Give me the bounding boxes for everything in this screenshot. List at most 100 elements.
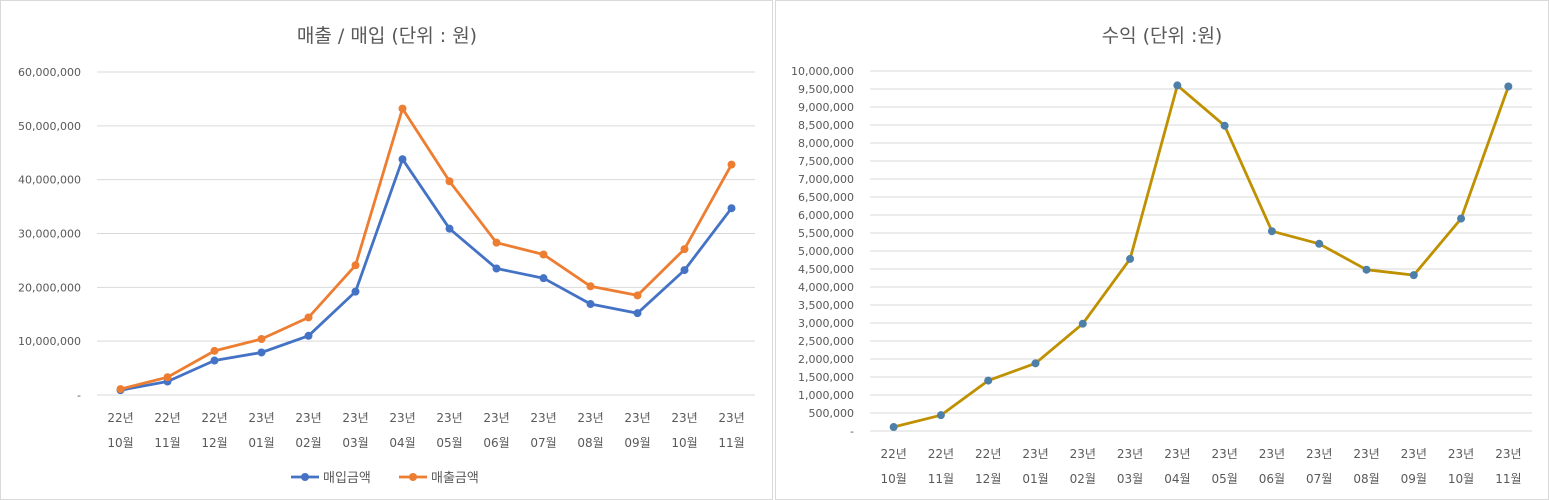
right-y-tick-label: 3,500,000: [798, 299, 854, 312]
left-x-tick-label: 23년: [483, 411, 509, 425]
right-x-tick-label: 05월: [1211, 472, 1237, 486]
left-series-2-point: [539, 250, 548, 259]
left-x-tick-label: 03월: [342, 436, 368, 450]
left-x-tick-label: 04월: [389, 436, 415, 450]
right-y-tick-label: 6,000,000: [798, 209, 854, 222]
left-series-2-point: [210, 346, 219, 355]
right-x-tick-label: 06월: [1259, 472, 1285, 486]
left-x-tick-label: 11월: [718, 436, 744, 450]
right-y-tick-label: 7,000,000: [798, 173, 854, 186]
left-x-tick-label: 10월: [107, 436, 133, 450]
left-x-tick-label: 07월: [530, 436, 556, 450]
left-x-tick-label: 22년: [154, 411, 180, 425]
right-x-tick-label: 23년: [1401, 447, 1427, 461]
left-legend-item-1-marker: [301, 473, 309, 481]
right-x-tick-label: 11월: [928, 472, 954, 486]
left-series-1-line: [120, 157, 733, 392]
left-series-2-point: [492, 238, 501, 247]
left-series-1-point: [586, 300, 595, 309]
right-series-1-line: [893, 84, 1510, 429]
right-x-tick-label: 02월: [1070, 472, 1096, 486]
left-x-tick-label: 23년: [530, 411, 556, 425]
left-y-tick-label: 40,000,000: [18, 174, 81, 187]
left-x-tick-label: 23년: [718, 411, 744, 425]
left-x-tick-label: 22년: [201, 411, 227, 425]
left-y-tick-label: 30,000,000: [18, 228, 81, 241]
left-x-tick-label: 05월: [436, 436, 462, 450]
left-x-tick-label: 09월: [624, 436, 650, 450]
right-x-tick-label: 09월: [1401, 472, 1427, 486]
left-x-tick-label: 02월: [295, 436, 321, 450]
left-series-1-point: [539, 274, 548, 283]
right-x-tick-label: 11월: [1495, 472, 1521, 486]
right-x-tick-label: 23년: [1306, 447, 1332, 461]
left-legend-item-1-label: 매입금액: [323, 471, 371, 486]
right-y-tick-label: -: [850, 425, 854, 438]
right-x-tick-label: 10월: [1448, 472, 1474, 486]
right-series-1-point: [1220, 121, 1229, 130]
right-series-1-point: [1078, 319, 1087, 328]
right-x-tick-label: 23년: [1259, 447, 1285, 461]
right-x-tick-label: 07월: [1306, 472, 1332, 486]
right-y-tick-label: 500,000: [809, 407, 855, 420]
left-series-1-point: [398, 155, 407, 164]
left-series-2-line: [120, 107, 733, 391]
right-x-tick-label: 23년: [1211, 447, 1237, 461]
right-x-tick-label: 23년: [1353, 447, 1379, 461]
right-series-1-point: [1457, 214, 1466, 223]
left-series-1-point: [727, 204, 736, 213]
profit-chart-panel: 수익 (단위 :원) - 500,000 1,000,000 1,500,000 2,00…: [775, 0, 1549, 500]
left-y-tick-label: 50,000,000: [18, 120, 81, 133]
left-x-tick-label: 23년: [436, 411, 462, 425]
right-x-tick-label: 01월: [1022, 472, 1048, 486]
right-y-tick-label: 2,500,000: [798, 335, 854, 348]
left-x-tick-label: 23년: [577, 411, 603, 425]
right-x-tick-label: 03월: [1117, 472, 1143, 486]
right-series-1-point: [1031, 359, 1040, 368]
right-x-tick-label: 08월: [1353, 472, 1379, 486]
right-y-tick-label: 6,500,000: [798, 191, 854, 204]
right-x-tick-label: 22년: [975, 447, 1001, 461]
left-series-1-point: [210, 356, 219, 365]
left-series-1-point: [445, 224, 454, 233]
left-x-tick-label: 06월: [483, 436, 509, 450]
left-y-tick-label: 10,000,000: [18, 335, 81, 348]
right-x-tick-label: 22년: [928, 447, 954, 461]
left-x-tick-label: 23년: [295, 411, 321, 425]
right-series-1-point: [1315, 239, 1324, 248]
right-y-tick-label: 7,500,000: [798, 155, 854, 168]
left-legend-item-2-marker: [409, 473, 417, 481]
left-x-tick-label: 11월: [154, 436, 180, 450]
right-y-tick-label: 8,000,000: [798, 137, 854, 150]
right-x-tick-label: 23년: [1448, 447, 1474, 461]
right-series-1-point: [984, 376, 993, 385]
left-series-2-point: [398, 104, 407, 113]
left-x-tick-label: 23년: [671, 411, 697, 425]
right-y-tick-label: 9,500,000: [798, 83, 854, 96]
right-series-1-point: [1362, 265, 1371, 274]
right-chart-title: 수익 (단위 :원): [1102, 25, 1223, 47]
left-series-1-point: [633, 309, 642, 318]
right-y-tick-label: 4,500,000: [798, 263, 854, 276]
left-series-2-point: [586, 282, 595, 291]
right-y-tick-label: 5,000,000: [798, 245, 854, 258]
left-x-tick-label: 23년: [389, 411, 415, 425]
left-series-2-point: [633, 291, 642, 300]
left-x-tick-label: 12월: [201, 436, 227, 450]
left-series-1-point: [492, 264, 501, 273]
left-series-2-point: [680, 245, 689, 254]
right-x-tick-label: 23년: [1164, 447, 1190, 461]
right-x-tick-label: 23년: [1117, 447, 1143, 461]
left-y-tick-label: 20,000,000: [18, 281, 81, 294]
right-y-tick-label: 10,000,000: [791, 65, 854, 78]
left-y-tick-label: 60,000,000: [18, 66, 81, 79]
right-series-1-point: [1126, 254, 1135, 263]
right-y-tick-label: 3,000,000: [798, 317, 854, 330]
left-series-2-point: [304, 313, 313, 322]
right-series-1-point: [936, 411, 945, 420]
left-series-2-point: [351, 261, 360, 270]
right-series-1-point: [1409, 271, 1418, 280]
left-series-1-point: [257, 348, 266, 357]
sales-purchase-chart: 매출 / 매입 (단위 : 원) - 10,000,000 20,000,000 30,…: [18, 25, 755, 486]
profit-chart: 수익 (단위 :원) - 500,000 1,000,000 1,500,000 2,00…: [791, 25, 1532, 486]
